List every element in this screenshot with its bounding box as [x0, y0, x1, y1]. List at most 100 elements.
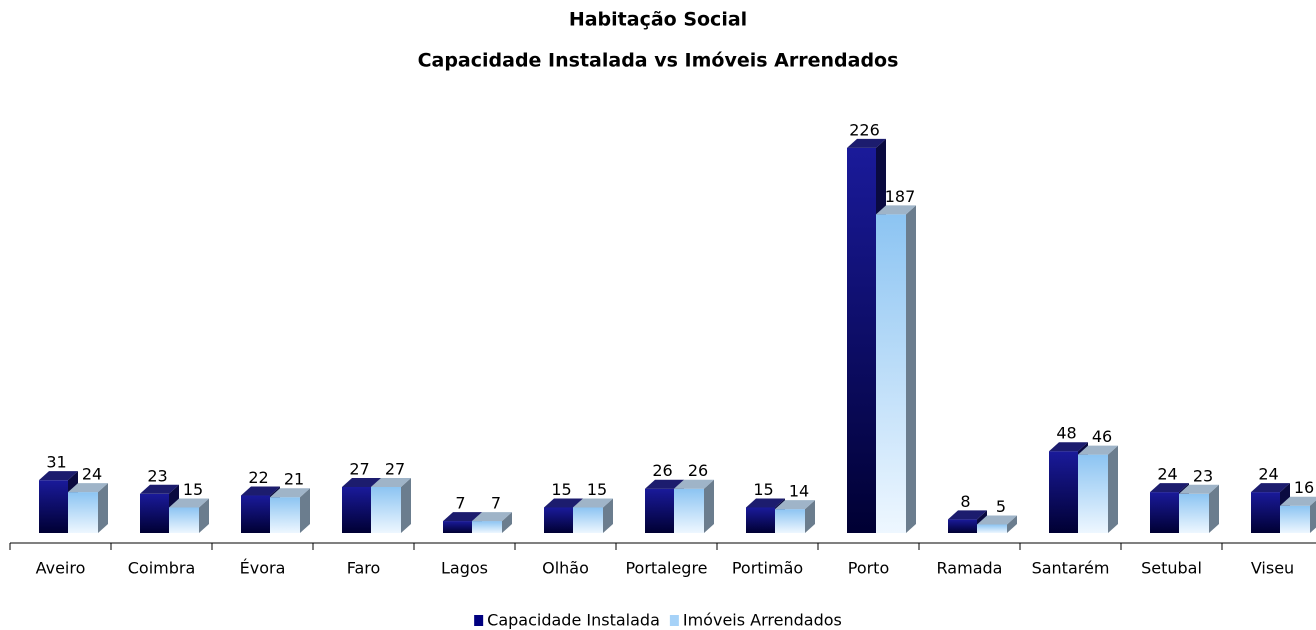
bar-front — [1251, 492, 1280, 533]
value-label: 15 — [753, 480, 773, 499]
bar-top — [674, 479, 714, 489]
value-label: 24 — [1258, 465, 1278, 484]
bar-front — [1150, 492, 1179, 533]
x-tick-label: Ramada — [937, 559, 1003, 578]
bar-top — [1251, 483, 1290, 493]
value-label: 22 — [248, 468, 268, 487]
bar-front — [1179, 493, 1209, 533]
chart-title: Habitação Social — [569, 9, 747, 31]
value-label: 26 — [652, 461, 672, 480]
x-tick-label: Aveiro — [36, 559, 86, 578]
bar-front — [472, 521, 502, 533]
bar-top — [948, 510, 987, 520]
legend-swatch — [474, 615, 484, 626]
value-label: 8 — [960, 492, 970, 511]
bar-side — [704, 479, 714, 533]
bar-side — [199, 498, 209, 533]
bar-side — [1310, 500, 1316, 533]
bar-top — [140, 484, 179, 494]
bar-front — [371, 486, 401, 533]
bar-side — [1209, 484, 1219, 533]
bar — [169, 498, 209, 533]
x-tick-label: Porto — [848, 559, 890, 578]
bar-front — [948, 519, 977, 533]
x-tick-label: Viseu — [1251, 559, 1294, 578]
bar-top — [775, 500, 815, 510]
bar-top — [1049, 442, 1088, 452]
bar — [1078, 445, 1118, 533]
bar-top — [645, 479, 684, 489]
bar-top — [876, 205, 916, 215]
bar-top — [1179, 484, 1219, 494]
bar-side — [603, 498, 613, 533]
bar — [472, 512, 512, 533]
bar-top — [68, 483, 108, 493]
value-label: 21 — [284, 470, 304, 489]
x-tick-label: Portimão — [732, 559, 803, 578]
bar-side — [300, 488, 310, 533]
bar — [270, 488, 310, 533]
bar-side — [1108, 445, 1118, 533]
bar-side — [401, 477, 411, 533]
bar-top — [1078, 445, 1118, 455]
bar — [775, 500, 815, 533]
bar-front — [140, 493, 169, 533]
value-label: 14 — [789, 482, 809, 501]
value-label: 26 — [688, 461, 708, 480]
value-label: 7 — [455, 494, 465, 513]
bar — [1179, 484, 1219, 533]
bar-front — [775, 509, 805, 533]
bar — [876, 205, 916, 534]
bar-top — [544, 498, 583, 508]
value-label: 46 — [1092, 427, 1112, 446]
x-tick-label: Santarém — [1032, 559, 1110, 578]
x-tick-label: Lagos — [441, 559, 488, 578]
bar-side — [98, 483, 108, 533]
bar-front — [573, 507, 603, 533]
bar-front — [544, 507, 573, 533]
bar-top — [371, 477, 411, 487]
legend: Capacidade Instalada Imóveis Arrendados — [474, 611, 842, 630]
bar-top — [241, 486, 280, 496]
bar-top — [573, 498, 613, 508]
value-label: 24 — [82, 465, 102, 484]
value-label: 27 — [349, 459, 369, 478]
value-label: 16 — [1294, 478, 1314, 497]
x-tick-label: Setubal — [1141, 559, 1202, 578]
value-label: 27 — [385, 459, 405, 478]
value-label: 15 — [551, 480, 571, 499]
x-tick-label: Olhão — [542, 559, 589, 578]
bar-front — [169, 507, 199, 533]
x-tick-label: Portalegre — [625, 559, 707, 578]
bar — [1280, 496, 1316, 533]
bar-front — [342, 486, 371, 533]
bar — [371, 477, 411, 533]
value-label: 24 — [1157, 465, 1177, 484]
value-label: 187 — [885, 187, 916, 206]
legend-swatch — [669, 615, 679, 626]
bar-front — [645, 488, 674, 533]
bar-top — [342, 477, 381, 487]
bar — [68, 483, 108, 533]
bar-side — [502, 512, 512, 533]
bar-front — [68, 492, 98, 533]
bar-front — [977, 524, 1007, 533]
bar-top — [847, 138, 886, 148]
bar-top — [1150, 483, 1189, 493]
x-tick-label: Coimbra — [128, 559, 196, 578]
bar-top — [270, 488, 310, 498]
bar-top — [977, 515, 1017, 525]
value-label: 15 — [183, 480, 203, 499]
bar-top — [169, 498, 209, 508]
value-label: 23 — [147, 466, 167, 485]
bar-front — [1049, 451, 1078, 533]
value-label: 5 — [996, 497, 1006, 516]
value-label: 23 — [1193, 466, 1213, 485]
bar-top — [1280, 496, 1316, 506]
bar-front — [1078, 454, 1108, 533]
value-label: 7 — [491, 494, 501, 513]
bar-front — [847, 147, 876, 533]
value-label: 48 — [1056, 424, 1076, 443]
